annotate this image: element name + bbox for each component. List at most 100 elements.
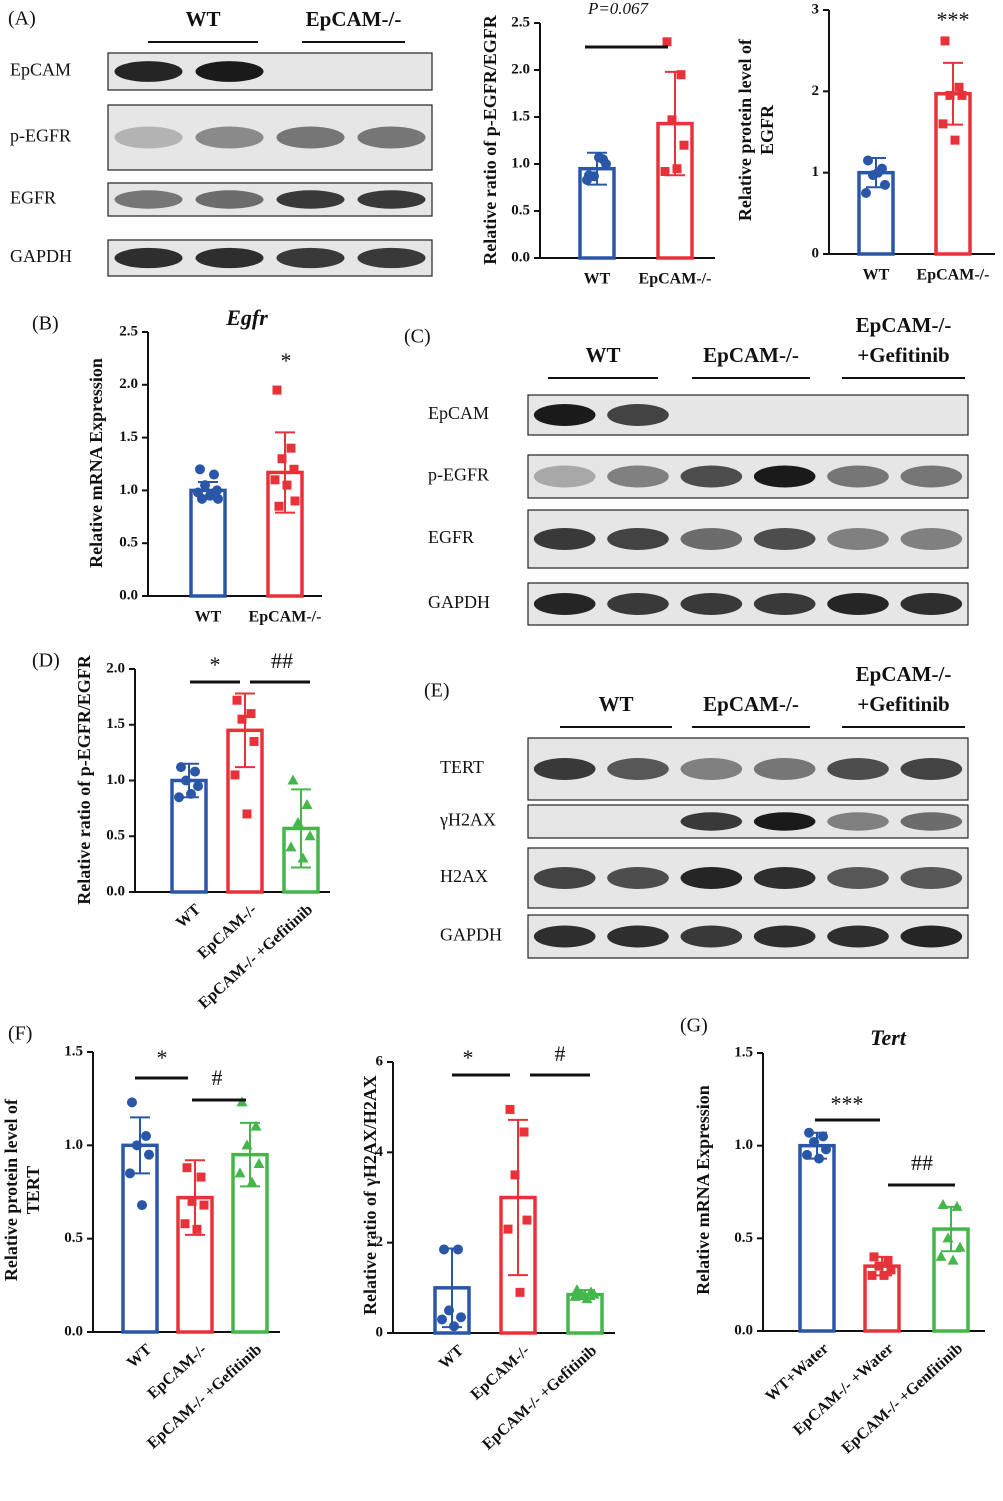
band bbox=[276, 247, 345, 269]
point bbox=[174, 792, 184, 803]
y-tick-label: 2.0 bbox=[119, 376, 138, 392]
band bbox=[900, 812, 963, 831]
point bbox=[212, 485, 222, 496]
point bbox=[125, 1168, 135, 1179]
y-axis-label: Relative protein level of bbox=[1, 1098, 21, 1281]
point bbox=[660, 167, 670, 177]
y-tick-label: 0 bbox=[376, 1324, 384, 1340]
y-tick-label: 0 bbox=[812, 245, 820, 261]
group-label: EpCAM-/- bbox=[703, 692, 799, 716]
annotation: * bbox=[157, 1045, 168, 1070]
band bbox=[357, 247, 426, 269]
point bbox=[180, 1219, 190, 1229]
band bbox=[680, 593, 743, 615]
band bbox=[276, 190, 345, 209]
y-tick-label: 1.0 bbox=[64, 1137, 83, 1153]
row-label: EGFR bbox=[10, 188, 56, 208]
error-bar bbox=[235, 692, 255, 769]
group-label: EpCAM-/- bbox=[856, 662, 952, 686]
point bbox=[132, 1140, 142, 1151]
point bbox=[182, 1163, 192, 1173]
point bbox=[444, 1305, 454, 1316]
point bbox=[290, 496, 300, 506]
band bbox=[900, 593, 963, 615]
panel-label: (A) bbox=[8, 8, 36, 30]
y-tick-label: 1.5 bbox=[734, 1044, 753, 1060]
x-tick-label: EpCAM-/- +Gefitinib bbox=[195, 901, 316, 1012]
band bbox=[533, 593, 596, 615]
y-axis-label: Relative mRNA Expression bbox=[693, 1085, 713, 1295]
chart-title: Tert bbox=[870, 1025, 907, 1050]
y-axis-label: EGFR bbox=[757, 104, 777, 155]
y-axis-label: Relative mRNA Expression bbox=[86, 358, 106, 568]
x-tick-label: WT bbox=[584, 271, 611, 288]
y-tick-label: 1.5 bbox=[511, 108, 530, 124]
point bbox=[937, 1198, 949, 1209]
y-tick-label: 1.0 bbox=[734, 1137, 753, 1153]
point bbox=[676, 70, 686, 80]
y-tick-label: 0.5 bbox=[64, 1230, 83, 1246]
blot-box bbox=[527, 804, 969, 839]
point bbox=[883, 1256, 893, 1266]
point bbox=[880, 179, 890, 190]
bar bbox=[798, 1143, 836, 1333]
band bbox=[533, 404, 596, 426]
point bbox=[519, 1127, 529, 1137]
y-tick-label: 0.5 bbox=[734, 1230, 753, 1246]
y-tick-label: 0.0 bbox=[64, 1323, 83, 1339]
band bbox=[195, 61, 264, 82]
annotation: P=0.067 bbox=[587, 0, 650, 18]
band bbox=[533, 867, 596, 889]
group-label: EpCAM-/- bbox=[703, 343, 799, 367]
y-tick-label: 0.0 bbox=[119, 587, 138, 603]
bar bbox=[189, 488, 227, 598]
band bbox=[607, 758, 669, 780]
point bbox=[886, 1265, 896, 1275]
band bbox=[607, 404, 669, 426]
y-tick-label: 3 bbox=[812, 1, 820, 17]
y-tick-label: 2.0 bbox=[106, 660, 125, 676]
point bbox=[667, 115, 677, 125]
band bbox=[195, 190, 264, 209]
y-tick-label: 0.0 bbox=[511, 249, 530, 265]
row-label: p-EGFR bbox=[10, 126, 71, 146]
y-tick-label: 1.5 bbox=[106, 716, 125, 732]
row-label: GAPDH bbox=[428, 592, 490, 612]
y-tick-label: 4 bbox=[376, 1144, 384, 1160]
band bbox=[827, 925, 889, 948]
band bbox=[195, 126, 264, 149]
point bbox=[272, 385, 282, 395]
band bbox=[607, 465, 669, 488]
band bbox=[753, 925, 816, 948]
band bbox=[607, 593, 669, 615]
point bbox=[947, 1254, 959, 1265]
y-tick-label: 6 bbox=[376, 1053, 384, 1069]
point bbox=[301, 799, 313, 810]
point bbox=[287, 774, 299, 785]
point bbox=[515, 1287, 525, 1297]
y-tick-label: 2 bbox=[376, 1234, 384, 1250]
point bbox=[942, 1232, 954, 1243]
band bbox=[900, 925, 963, 948]
point bbox=[951, 1200, 963, 1211]
point bbox=[879, 1270, 889, 1280]
point bbox=[176, 762, 186, 773]
x-tick-label: WT bbox=[863, 267, 890, 284]
x-tick-label: EpCAM-/- bbox=[917, 267, 990, 284]
point bbox=[863, 155, 873, 166]
x-tick-label: EpCAM-/- +Gefitinib bbox=[479, 1342, 600, 1453]
band bbox=[680, 925, 743, 948]
point bbox=[938, 119, 948, 129]
point bbox=[456, 1312, 466, 1323]
x-tick-label: WT bbox=[195, 609, 222, 626]
x-tick-label: EpCAM-/- bbox=[468, 1342, 534, 1403]
y-tick-label: 0.5 bbox=[119, 535, 138, 551]
point bbox=[297, 852, 309, 863]
blot-box bbox=[527, 737, 969, 801]
annotation: *** bbox=[937, 7, 970, 32]
y-tick-label: 0.5 bbox=[511, 202, 530, 218]
panel-label: (C) bbox=[404, 326, 431, 348]
point bbox=[957, 90, 967, 100]
point bbox=[234, 1167, 246, 1178]
band bbox=[114, 190, 183, 209]
